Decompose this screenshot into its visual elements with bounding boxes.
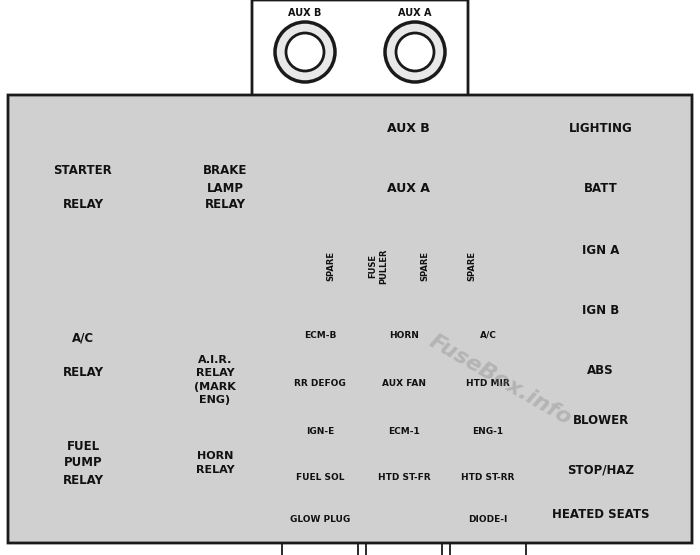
Text: BATT: BATT [584, 181, 617, 194]
FancyBboxPatch shape [310, 225, 352, 307]
Text: STARTER

RELAY: STARTER RELAY [54, 164, 113, 211]
FancyBboxPatch shape [450, 543, 526, 555]
FancyBboxPatch shape [160, 103, 290, 273]
Text: HORN
RELAY: HORN RELAY [196, 451, 235, 475]
Text: AUX A: AUX A [398, 8, 432, 18]
Text: SPARE: SPARE [326, 251, 335, 281]
Text: ECM-B: ECM-B [304, 330, 336, 340]
FancyBboxPatch shape [282, 315, 358, 355]
Ellipse shape [385, 22, 445, 82]
FancyBboxPatch shape [310, 103, 506, 153]
Text: FuseBox.info: FuseBox.info [426, 331, 575, 429]
Text: ECM-1: ECM-1 [388, 426, 420, 436]
Text: RR DEFOG: RR DEFOG [294, 379, 346, 387]
FancyBboxPatch shape [518, 163, 683, 213]
Text: IGN B: IGN B [582, 304, 619, 316]
FancyBboxPatch shape [450, 457, 526, 497]
FancyBboxPatch shape [451, 225, 493, 307]
Text: LIGHTING: LIGHTING [568, 122, 632, 134]
FancyBboxPatch shape [282, 499, 358, 539]
Text: HTD MIR: HTD MIR [466, 379, 510, 387]
FancyBboxPatch shape [450, 315, 526, 355]
Text: AUX B: AUX B [288, 8, 322, 18]
FancyBboxPatch shape [518, 226, 683, 276]
Text: AUX B: AUX B [386, 122, 429, 134]
FancyBboxPatch shape [252, 0, 468, 108]
FancyBboxPatch shape [8, 95, 692, 543]
FancyBboxPatch shape [366, 457, 442, 497]
Text: FUEL
PUMP
RELAY: FUEL PUMP RELAY [62, 440, 104, 487]
Text: FUSE
PULLER: FUSE PULLER [368, 248, 388, 284]
Text: IGN A: IGN A [582, 245, 620, 258]
Text: HORN: HORN [389, 330, 419, 340]
Ellipse shape [286, 33, 324, 71]
FancyBboxPatch shape [366, 411, 442, 451]
FancyBboxPatch shape [357, 225, 399, 307]
FancyBboxPatch shape [282, 543, 358, 555]
Text: HTD ST-FR: HTD ST-FR [378, 472, 430, 482]
FancyBboxPatch shape [450, 499, 526, 539]
Text: A/C: A/C [480, 330, 496, 340]
Text: GLOW PLUG: GLOW PLUG [290, 514, 350, 523]
FancyBboxPatch shape [366, 499, 442, 539]
FancyBboxPatch shape [18, 285, 148, 425]
FancyBboxPatch shape [518, 395, 683, 445]
Text: DIODE-I: DIODE-I [468, 514, 508, 523]
FancyBboxPatch shape [518, 103, 683, 153]
Text: A.I.R.
RELAY
(MARK
ENG): A.I.R. RELAY (MARK ENG) [194, 355, 236, 405]
Text: IGN-E: IGN-E [306, 426, 334, 436]
FancyBboxPatch shape [366, 543, 442, 555]
Ellipse shape [396, 33, 434, 71]
Text: ENG-1: ENG-1 [473, 426, 503, 436]
Text: SPARE: SPARE [421, 251, 430, 281]
Text: HTD ST-RR: HTD ST-RR [461, 472, 514, 482]
FancyBboxPatch shape [404, 225, 446, 307]
FancyBboxPatch shape [18, 393, 148, 533]
Text: ABS: ABS [587, 364, 614, 376]
FancyBboxPatch shape [310, 163, 506, 213]
Text: HEATED SEATS: HEATED SEATS [552, 508, 650, 522]
FancyBboxPatch shape [160, 295, 270, 465]
FancyBboxPatch shape [450, 411, 526, 451]
Text: STOP/HAZ: STOP/HAZ [567, 463, 634, 477]
FancyBboxPatch shape [160, 393, 270, 533]
Text: AUX A: AUX A [386, 181, 429, 194]
FancyBboxPatch shape [518, 490, 683, 540]
FancyBboxPatch shape [282, 363, 358, 403]
Text: FUEL SOL: FUEL SOL [295, 472, 344, 482]
FancyBboxPatch shape [518, 285, 683, 335]
FancyBboxPatch shape [518, 345, 683, 395]
Text: A/C

RELAY: A/C RELAY [62, 331, 104, 379]
Ellipse shape [275, 22, 335, 82]
Text: BLOWER: BLOWER [573, 413, 629, 426]
FancyBboxPatch shape [18, 103, 148, 273]
FancyBboxPatch shape [366, 363, 442, 403]
FancyBboxPatch shape [282, 457, 358, 497]
FancyBboxPatch shape [282, 285, 362, 353]
FancyBboxPatch shape [450, 363, 526, 403]
Text: SPARE: SPARE [468, 251, 477, 281]
Text: AUX FAN: AUX FAN [382, 379, 426, 387]
FancyBboxPatch shape [518, 445, 683, 495]
FancyBboxPatch shape [282, 411, 358, 451]
FancyBboxPatch shape [366, 315, 442, 355]
Text: BRAKE
LAMP
RELAY: BRAKE LAMP RELAY [203, 164, 247, 211]
